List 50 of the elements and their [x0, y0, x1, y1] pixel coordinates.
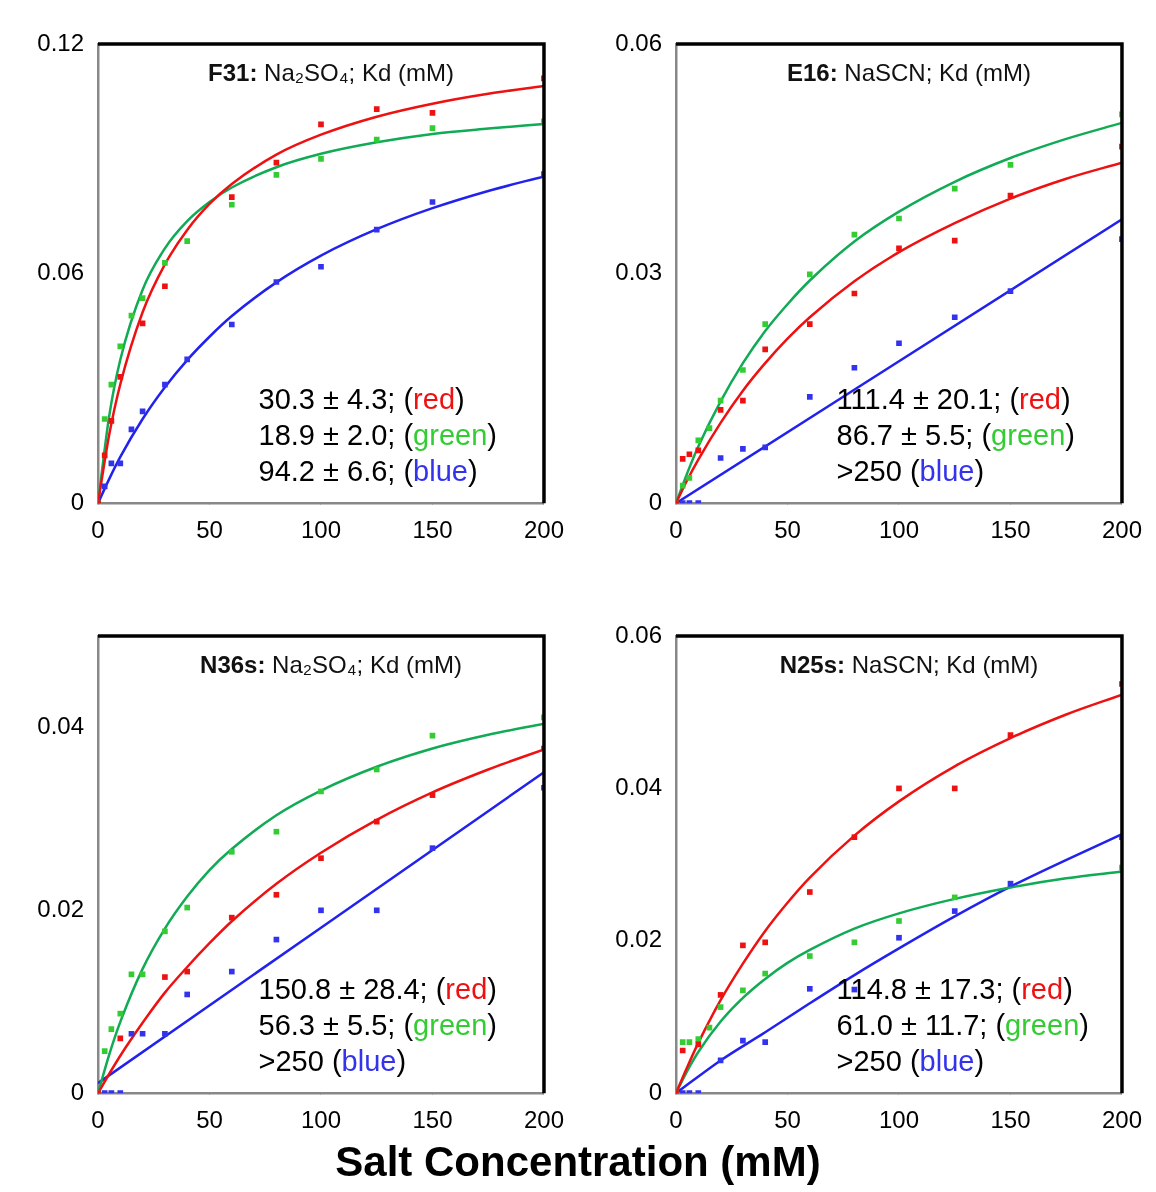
y-tick-label: 0.02 — [37, 894, 84, 922]
x-tick-label: 50 — [774, 1106, 801, 1134]
y-tick-label: 0.02 — [615, 925, 662, 953]
x-tick-label: 0 — [669, 516, 683, 544]
annotation: 30.3 ± 4.3; (red) — [258, 383, 465, 416]
x-tick-label: 50 — [196, 1106, 223, 1134]
x-tick-label: 100 — [878, 516, 920, 544]
y-tick-label: 0 — [648, 487, 662, 515]
x-tick-label: 200 — [523, 516, 564, 544]
x-tick-label: 100 — [878, 1106, 920, 1134]
annotation: 56.3 ± 5.5; (green) — [258, 1009, 497, 1042]
annotation: 61.0 ± 11.7; (green) — [836, 1009, 1089, 1042]
annotation: >250 (blue) — [836, 455, 985, 488]
x-tick-label: 150 — [412, 516, 453, 544]
annotation: 150.8 ± 28.4; (red) — [258, 973, 497, 1006]
y-tick-label: 0.06 — [615, 620, 662, 648]
annotation: >250 (blue) — [836, 1045, 985, 1078]
x-tick-label: 200 — [1101, 516, 1142, 544]
y-tick-label: 0.06 — [37, 258, 84, 286]
x-tick-label: 50 — [196, 516, 223, 544]
y-tick-label: 0.04 — [615, 773, 662, 801]
annotation: 86.7 ± 5.5; (green) — [836, 419, 1075, 452]
x-tick-label: 0 — [669, 1106, 683, 1134]
y-tick-label: 0.04 — [37, 712, 84, 740]
x-tick-label: 50 — [774, 516, 801, 544]
x-tick-label: 100 — [300, 516, 342, 544]
text: F31: Na₂SO₄; Kd (mM) — [208, 58, 454, 86]
annotation: >250 (blue) — [258, 1045, 407, 1078]
annotation: 114.8 ± 17.3; (red) — [836, 973, 1073, 1006]
y-tick-label: 0.06 — [615, 28, 662, 56]
x-tick-label: 150 — [990, 1106, 1031, 1134]
x-tick-label: 200 — [523, 1106, 564, 1134]
text: N25s: NaSCN; Kd (mM) — [779, 650, 1039, 678]
y-tick-label: 0 — [70, 1077, 84, 1105]
text: E16: NaSCN; Kd (mM) — [786, 58, 1032, 86]
x-tick-label: 150 — [412, 1106, 453, 1134]
annotation: 94.2 ± 6.6; (blue) — [258, 455, 478, 488]
x-tick-label: 150 — [990, 516, 1031, 544]
x-axis-title: Salt Concentration (mM) — [334, 1138, 822, 1186]
annotation: 111.4 ± 20.1; (red) — [836, 383, 1071, 416]
annotation: 18.9 ± 2.0; (green) — [258, 419, 497, 452]
y-tick-label: 0.03 — [615, 258, 662, 286]
x-tick-label: 200 — [1101, 1106, 1142, 1134]
y-tick-label: 0 — [70, 487, 84, 515]
y-tick-label: 0.12 — [37, 28, 84, 56]
x-tick-label: 100 — [300, 1106, 342, 1134]
x-tick-label: 0 — [91, 1106, 105, 1134]
text: N36s: Na₂SO₄; Kd (mM) — [200, 650, 462, 678]
x-tick-label: 0 — [91, 516, 105, 544]
y-tick-label: 0 — [648, 1077, 662, 1105]
